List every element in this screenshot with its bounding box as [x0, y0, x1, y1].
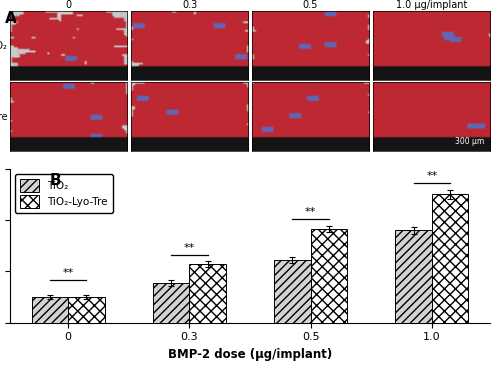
Text: **: **	[305, 207, 316, 217]
Legend: TiO₂, TiO₂-Lyo-Tre: TiO₂, TiO₂-Lyo-Tre	[15, 174, 113, 213]
Text: B: B	[50, 173, 62, 187]
Title: 1.0 μg/implant: 1.0 μg/implant	[396, 0, 467, 10]
Y-axis label: TiO₂: TiO₂	[0, 40, 7, 50]
Text: **: **	[426, 171, 438, 181]
Title: 0.5: 0.5	[303, 0, 318, 10]
Text: 300 μm: 300 μm	[455, 137, 484, 145]
Title: 0: 0	[66, 0, 71, 10]
Y-axis label: TiO₂-Lyo-Tre: TiO₂-Lyo-Tre	[0, 112, 7, 122]
Text: A: A	[5, 11, 17, 26]
Bar	[190, 264, 226, 323]
Bar	[32, 297, 68, 323]
X-axis label: BMP-2 dose (μg/implant): BMP-2 dose (μg/implant)	[168, 348, 332, 361]
Text: **: **	[62, 267, 74, 278]
Bar	[432, 194, 468, 323]
Bar	[68, 297, 104, 323]
Bar	[153, 283, 190, 323]
Bar	[274, 260, 310, 323]
Title: 0.3: 0.3	[182, 0, 197, 10]
Bar	[396, 230, 432, 323]
Bar	[310, 229, 347, 323]
Text: **: **	[184, 243, 195, 253]
